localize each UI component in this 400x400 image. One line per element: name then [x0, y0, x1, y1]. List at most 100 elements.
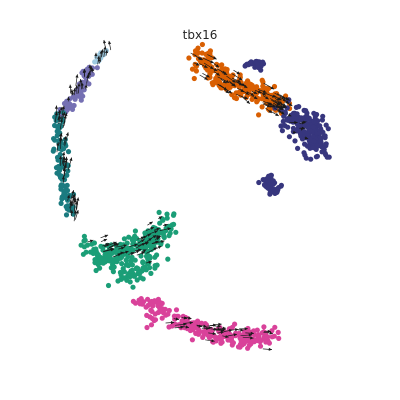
cell-point — [65, 205, 71, 211]
cell-point — [318, 141, 324, 147]
cell-point — [123, 257, 129, 263]
cell-point — [115, 278, 121, 284]
velocity-arrow — [222, 335, 229, 339]
cell-point — [215, 68, 221, 74]
cell-point — [145, 302, 151, 309]
cell-point — [317, 123, 323, 129]
cell-point — [120, 266, 126, 272]
velocity-arrow — [74, 209, 79, 220]
velocity-arrow — [185, 316, 192, 320]
cell-point — [150, 303, 156, 309]
velocity-arrow — [72, 88, 77, 96]
cell-point — [57, 146, 63, 152]
velocity-arrow — [146, 247, 158, 254]
cell-point — [51, 136, 57, 142]
cell-point — [274, 189, 280, 195]
velocity-arrow — [213, 63, 220, 68]
cell-point — [84, 242, 91, 248]
cell-point — [271, 83, 278, 90]
cell-point — [166, 307, 172, 314]
cell-point — [88, 249, 94, 255]
velocity-arrow — [263, 82, 275, 90]
cell-point — [270, 181, 276, 187]
cell-point — [304, 143, 311, 149]
cell-point — [195, 331, 202, 337]
velocity-arrow — [165, 321, 175, 325]
velocity-arrow — [284, 101, 293, 107]
cell-point — [58, 200, 64, 206]
cell-point — [100, 247, 106, 253]
cell-point — [110, 269, 116, 275]
cell-point — [51, 146, 57, 152]
velocity-arrow — [175, 322, 187, 326]
cell-point — [268, 172, 274, 178]
velocity-arrow — [265, 107, 273, 114]
velocity-arrow — [102, 243, 110, 247]
cell-points-layer — [50, 41, 332, 351]
velocity-arrow — [263, 329, 271, 333]
cell-point — [124, 240, 130, 246]
velocity-arrow — [71, 195, 75, 207]
cell-point — [313, 154, 319, 160]
velocity-arrow — [66, 96, 70, 102]
velocity-arrow — [199, 74, 208, 81]
velocity-arrow — [231, 77, 242, 83]
velocity-arrow — [75, 74, 79, 86]
velocity-arrow — [59, 137, 63, 149]
cell-point — [319, 117, 325, 123]
velocity-arrow — [217, 330, 225, 334]
cell-point — [147, 229, 153, 235]
cell-point — [272, 324, 278, 330]
velocity-arrow — [289, 121, 298, 125]
cell-point — [303, 108, 309, 114]
velocity-arrow — [196, 324, 203, 328]
velocity-arrow — [104, 49, 109, 56]
velocity-arrow — [103, 39, 107, 49]
cell-point — [84, 66, 90, 72]
velocity-arrow — [273, 107, 282, 113]
cell-point — [311, 138, 317, 144]
cell-point — [171, 211, 177, 217]
velocity-arrow — [75, 85, 79, 95]
cell-point — [161, 234, 167, 241]
velocity-arrow — [251, 91, 258, 95]
velocity-arrow — [63, 136, 67, 145]
cell-point — [297, 115, 304, 121]
velocity-arrow — [173, 317, 180, 321]
velocity-arrow — [232, 73, 243, 81]
velocity-arrow — [70, 209, 74, 217]
cell-point — [265, 334, 271, 340]
cell-point — [205, 50, 211, 56]
velocity-arrow — [184, 321, 193, 325]
cell-point — [192, 48, 199, 54]
velocity-arrow — [73, 196, 77, 204]
cell-point — [256, 179, 262, 186]
cell-point — [325, 126, 331, 132]
cell-point — [222, 66, 228, 72]
velocity-arrow — [264, 92, 276, 98]
cell-point — [128, 258, 134, 264]
cell-point — [129, 254, 135, 260]
velocity-arrow — [227, 333, 238, 337]
velocity-arrow — [240, 333, 253, 337]
cell-point — [173, 307, 180, 313]
cell-point — [160, 217, 166, 223]
cell-point — [131, 273, 137, 279]
cell-point — [171, 221, 177, 227]
cell-point — [117, 269, 123, 276]
cell-point — [133, 266, 139, 272]
velocity-arrows-layer — [54, 39, 309, 351]
cell-point — [213, 336, 219, 342]
cell-point — [158, 241, 164, 247]
velocity-arrow — [242, 336, 254, 340]
cell-point — [126, 234, 132, 240]
velocity-arrow — [61, 151, 66, 165]
cell-point — [125, 263, 132, 269]
cell-point — [304, 112, 310, 119]
velocity-arrow — [300, 127, 304, 131]
cell-point — [254, 327, 260, 333]
velocity-arrow — [79, 79, 83, 90]
velocity-arrow — [196, 324, 207, 328]
cell-point — [164, 215, 170, 221]
